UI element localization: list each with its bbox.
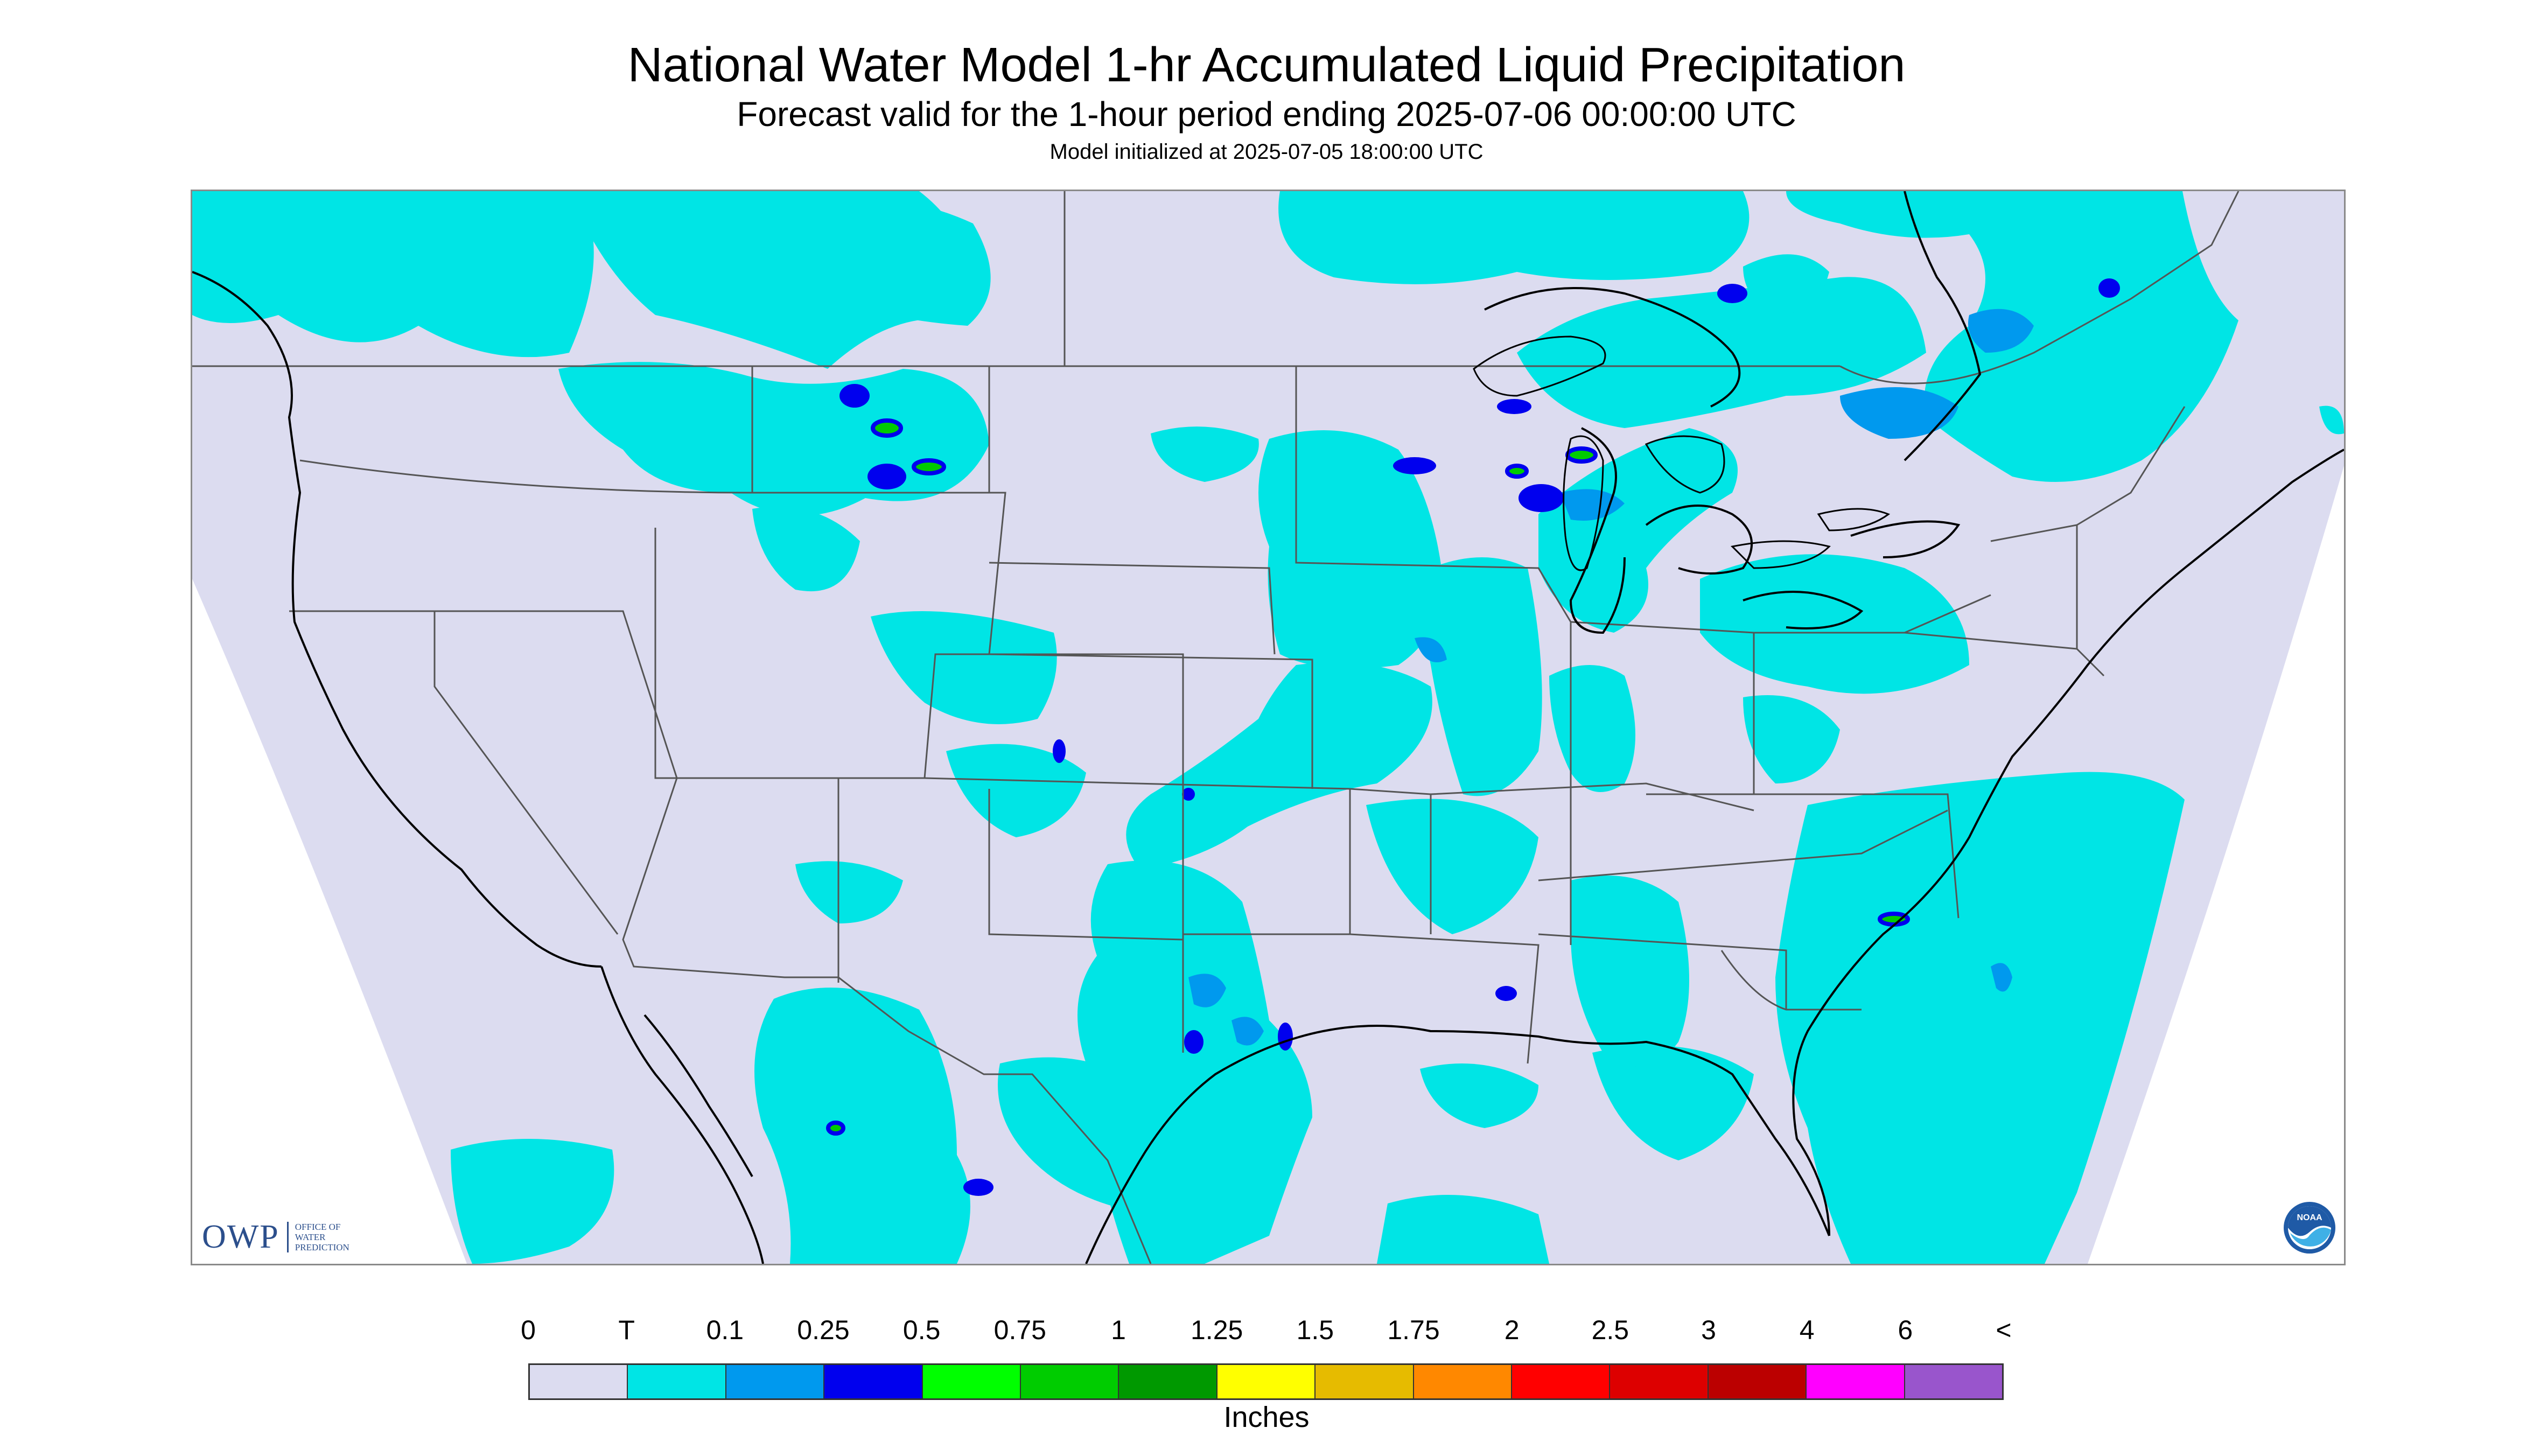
- owp-logo-text: OWP: [202, 1219, 279, 1255]
- legend-label: 0.1: [706, 1315, 744, 1345]
- legend-label: 0.5: [902, 1315, 941, 1345]
- legend-label: <: [1996, 1315, 2012, 1345]
- legend-swatch: [824, 1365, 923, 1398]
- legend-swatch: [726, 1365, 825, 1398]
- precipitation-map: NOAA OWP OFFICE OF WATER PREDICTION: [191, 190, 2346, 1265]
- legend-swatch: [1905, 1365, 2003, 1398]
- legend-label: 1.25: [1190, 1315, 1243, 1345]
- legend-bar: [528, 1363, 2004, 1400]
- legend-swatch: [530, 1365, 628, 1398]
- legend-label: 6: [1898, 1315, 1913, 1345]
- legend-label: 1: [1111, 1315, 1126, 1345]
- great-lakes: [1473, 335, 1891, 571]
- legend-swatch: [1807, 1365, 1905, 1398]
- legend-swatch: [1708, 1365, 1807, 1398]
- owp-logo-subtitle: OFFICE OF WATER PREDICTION: [286, 1222, 349, 1252]
- noaa-text: NOAA: [2297, 1213, 2322, 1222]
- legend-swatch: [1610, 1365, 1709, 1398]
- legend-label: T: [618, 1315, 635, 1345]
- noaa-logo: NOAA: [2284, 1202, 2335, 1254]
- political-boundaries: [192, 191, 2240, 1264]
- legend-label: 0: [521, 1315, 536, 1345]
- legend-label: 2.5: [1591, 1315, 1629, 1345]
- legend-swatch: [1119, 1365, 1217, 1398]
- owp-line-3: PREDICTION: [295, 1242, 349, 1252]
- legend-swatch: [1021, 1365, 1119, 1398]
- legend-label: 1.5: [1296, 1315, 1334, 1345]
- owp-logo: OWP OFFICE OF WATER PREDICTION: [202, 1218, 349, 1256]
- owp-line-1: OFFICE OF: [295, 1222, 341, 1232]
- legend-swatch: [1217, 1365, 1316, 1398]
- precip-trace-areas: [192, 191, 2344, 1264]
- chart-subtitle: Forecast valid for the 1-hour period end…: [737, 95, 1796, 134]
- legend-label: 4: [1799, 1315, 1815, 1345]
- coastlines: [192, 191, 2344, 1264]
- legend-swatch: [1414, 1365, 1513, 1398]
- precip-blue-cells: [839, 278, 2120, 1196]
- legend-label: 0.25: [797, 1315, 850, 1345]
- legend-label: 1.75: [1387, 1315, 1440, 1345]
- legend-label: 2: [1504, 1315, 1520, 1345]
- legend-swatch: [628, 1365, 726, 1398]
- legend-units: Inches: [1223, 1401, 1310, 1433]
- chart-title: National Water Model 1-hr Accumulated Li…: [627, 38, 1906, 92]
- legend-swatch: [922, 1365, 1021, 1398]
- precip-light-blue-areas: [1188, 309, 2034, 1046]
- legend-label: 0.75: [993, 1315, 1046, 1345]
- legend-swatch: [1316, 1365, 1414, 1398]
- precip-green-cells: [826, 418, 1910, 1136]
- owp-line-2: WATER: [295, 1232, 326, 1242]
- legend-swatch: [1512, 1365, 1611, 1398]
- legend-label: 3: [1701, 1315, 1716, 1345]
- model-init-time: Model initialized at 2025-07-05 18:00:00…: [1049, 140, 1484, 164]
